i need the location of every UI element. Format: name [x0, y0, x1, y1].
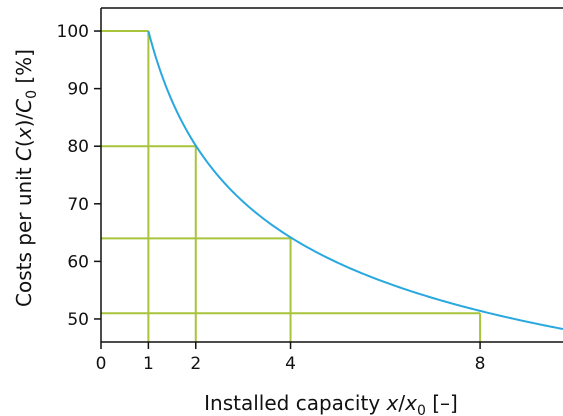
cost-curve [147, 30, 563, 331]
x-tick-label-0: 0 [96, 354, 107, 374]
x-tick-label-2: 2 [190, 354, 201, 374]
y-axis-ticks: 50 60 70 80 90 100 [57, 22, 101, 330]
x-tick-label-1: 1 [143, 354, 154, 374]
y-tick-label-0: 50 [67, 310, 89, 330]
y-tick-label-1: 60 [67, 252, 89, 272]
x-axis-label: Installed capacity x/x0 [–] [204, 391, 458, 416]
guide-lines [101, 30, 482, 342]
y-axis-label: Costs per unit C(x)/C0 [%] [12, 49, 40, 307]
x-tick-label-3: 4 [285, 354, 296, 374]
x-axis-ticks: 0 1 2 4 8 [96, 342, 486, 374]
y-tick-label-3: 80 [67, 137, 89, 157]
x-tick-label-4: 8 [475, 354, 486, 374]
y-tick-label-2: 70 [67, 195, 89, 215]
y-tick-label-5: 100 [57, 22, 89, 42]
y-tick-label-4: 90 [67, 80, 89, 100]
axes [100, 7, 563, 343]
